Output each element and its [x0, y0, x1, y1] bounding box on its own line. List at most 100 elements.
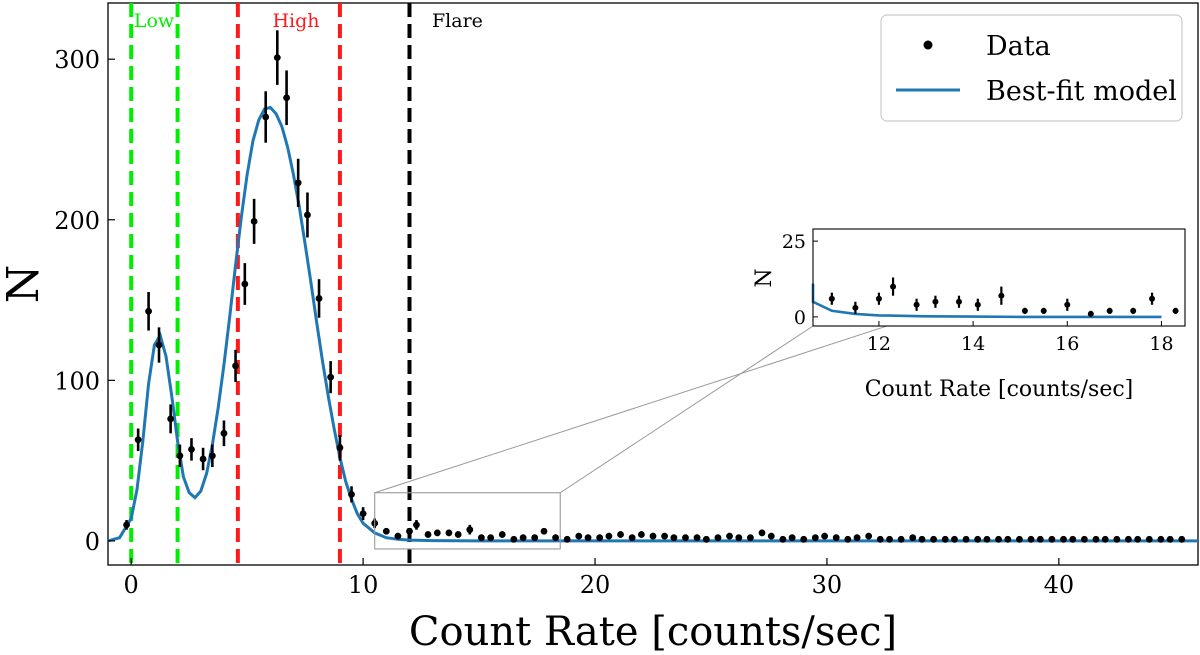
x-tick-label: 10: [348, 571, 379, 599]
data-point: [519, 534, 527, 542]
data-point: [702, 535, 710, 543]
main-plot-frame: [107, 2, 1199, 566]
data-point: [1080, 535, 1088, 543]
y-tick-label: 300: [54, 46, 100, 74]
inset-y-tick-label: 0: [794, 307, 806, 329]
x-tick-label: 30: [812, 571, 843, 599]
data-point: [134, 436, 142, 444]
inset-data-point: [852, 304, 859, 311]
inset-y-axis-title: N: [752, 268, 777, 287]
data-point: [1060, 535, 1067, 543]
inset-plot: 12 14 16 18 0 25 Count Rate [counts/sec] N: [752, 228, 1186, 402]
inset-data-point: [998, 292, 1005, 299]
data-point: [145, 307, 152, 315]
data-point: [886, 535, 893, 543]
data-point: [359, 510, 367, 518]
data-point: [930, 535, 938, 543]
data-point: [1027, 535, 1035, 543]
data-point: [995, 535, 1002, 543]
data-point: [155, 341, 163, 349]
x-tick-label: 20: [580, 571, 611, 599]
zoom-connector-line: [559, 325, 814, 494]
data-point: [327, 373, 335, 381]
inset-data-point: [875, 295, 882, 302]
data-point: [552, 534, 559, 542]
data-point: [510, 535, 518, 543]
data-point: [167, 415, 175, 423]
data-point: [1166, 535, 1174, 543]
data-point: [941, 535, 949, 543]
x-tick-label: 0: [124, 571, 139, 599]
data-point: [250, 217, 258, 225]
data-point: [294, 179, 302, 187]
data-point: [283, 94, 290, 102]
data-point: [336, 444, 344, 452]
data-point: [897, 535, 905, 543]
inset-background: [813, 229, 1185, 326]
data-point: [531, 534, 539, 542]
inset-x-tick-label: 12: [867, 333, 891, 355]
inset-data-point: [1040, 307, 1047, 314]
data-point: [406, 527, 413, 535]
data-point: [477, 534, 485, 542]
data-point: [661, 532, 668, 540]
data-point: [575, 532, 583, 540]
data-point: [241, 280, 249, 288]
data-point: [811, 534, 819, 542]
data-point: [605, 532, 613, 540]
data-point: [1092, 535, 1100, 543]
data-point: [735, 534, 743, 542]
data-point: [974, 535, 982, 543]
data-point: [563, 535, 571, 543]
inset-x-tick-label: 18: [1149, 333, 1173, 355]
inset-data-point: [1064, 301, 1071, 308]
data-point: [1016, 535, 1023, 543]
data-point: [788, 534, 796, 542]
data-point: [123, 521, 130, 529]
data-point: [1069, 535, 1077, 543]
data-point: [1048, 535, 1056, 543]
data-point: [726, 532, 733, 540]
data-point: [909, 534, 917, 542]
inset-data-point: [974, 301, 981, 308]
data-point: [876, 535, 884, 543]
data-point: [758, 529, 766, 537]
data-point: [918, 535, 926, 543]
inset-data-point: [890, 283, 897, 290]
data-point: [315, 295, 323, 302]
data-point: [540, 527, 548, 535]
data-point: [779, 535, 787, 543]
data-point: [693, 534, 701, 542]
data-point: [445, 529, 453, 537]
y-tick-label: 100: [54, 367, 100, 395]
data-point: [767, 532, 775, 540]
data-point: [1157, 535, 1165, 543]
legend-box: [880, 14, 1183, 122]
data-point: [800, 535, 808, 543]
data-point: [348, 490, 355, 498]
data-point: [832, 534, 840, 542]
inset-data-point: [1106, 307, 1113, 314]
data-point: [208, 452, 216, 460]
data-point: [844, 535, 852, 543]
data-point: [262, 113, 270, 121]
data-point: [865, 532, 873, 540]
inset-x-axis-title: Count Rate [counts/sec]: [865, 377, 1134, 402]
y-axis-title: N: [0, 265, 49, 304]
data-point: [1101, 535, 1109, 543]
data-point: [821, 532, 829, 540]
data-point: [628, 534, 636, 542]
legend-data-label: Data: [986, 31, 1051, 62]
inset-data-point: [932, 298, 939, 305]
data-point: [1004, 535, 1012, 543]
data-point: [1113, 535, 1121, 543]
data-point: [466, 526, 474, 534]
zoom-region-box: [374, 492, 561, 550]
data-point: [382, 527, 390, 535]
data-point: [176, 452, 184, 460]
data-point: [487, 534, 495, 542]
region-label-high: High: [272, 10, 319, 32]
data-point: [638, 531, 645, 538]
data-point: [304, 211, 311, 219]
